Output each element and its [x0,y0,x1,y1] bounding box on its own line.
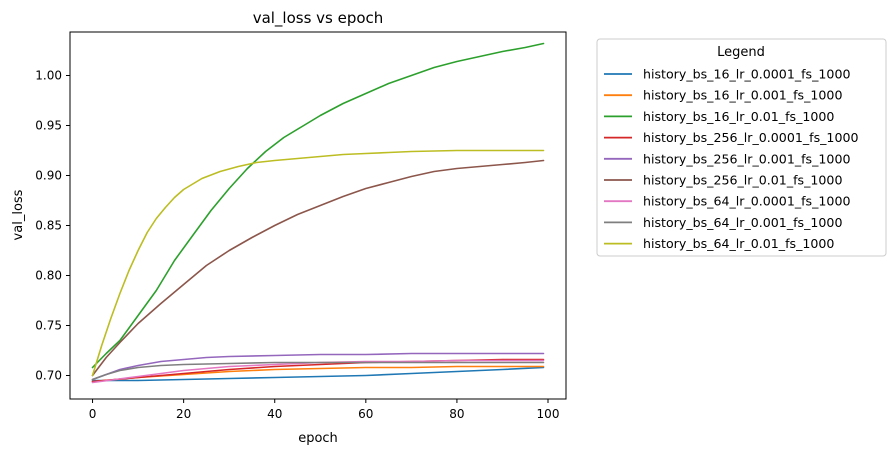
series-line-4 [91,352,545,381]
x-tick-label-4: 80 [449,407,464,421]
x-tick-label-3: 60 [358,407,373,421]
y-tick-label-2: 0.80 [35,269,62,283]
legend-title: Legend [717,45,765,60]
y-tick-label-3: 0.85 [35,219,62,233]
legend-label-0: history_bs_16_lr_0.0001_fs_1000 [643,67,850,82]
plot-frame [69,31,567,400]
series-line-5 [91,159,545,377]
y-axis: 0.70 0.75 0.80 0.85 0.90 0.95 1.00 [35,69,70,383]
x-axis: 0 20 40 60 80 100 [89,399,560,421]
x-tick-label-1: 20 [176,407,191,421]
y-tick-label-5: 0.95 [35,119,62,133]
chart-title: val_loss vs epoch [253,9,384,28]
legend-label-2: history_bs_16_lr_0.01_fs_1000 [643,109,834,124]
legend-entries: history_bs_16_lr_0.0001_fs_1000 history_b… [604,67,858,251]
x-tick-label-0: 0 [89,407,97,421]
series-layer [91,42,545,384]
y-tick-label-0: 0.70 [35,369,62,383]
legend-box [596,38,887,257]
series-line-6 [91,359,545,384]
legend: Legend history_bs_16_lr_0.0001_fs_1000hi… [596,38,887,257]
y-tick-label-4: 0.90 [35,169,62,183]
x-axis-label: epoch [298,431,338,446]
legend-label-1: history_bs_16_lr_0.001_fs_1000 [643,88,842,103]
y-tick-label-6: 1.00 [35,69,62,83]
series-line-7 [91,361,545,381]
legend-label-4: history_bs_256_lr_0.001_fs_1000 [643,151,850,166]
series-line-2 [91,42,545,369]
legend-label-5: history_bs_256_lr_0.01_fs_1000 [643,173,842,188]
legend-label-6: history_bs_64_lr_0.0001_fs_1000 [643,194,850,209]
x-tick-label-5: 100 [537,407,560,421]
legend-label-8: history_bs_64_lr_0.01_fs_1000 [643,236,834,251]
y-axis-label: val_loss [11,189,26,240]
x-tick-label-2: 40 [267,407,282,421]
legend-label-7: history_bs_64_lr_0.001_fs_1000 [643,215,842,230]
y-tick-label-1: 0.75 [35,319,62,333]
series-line-0 [91,366,545,382]
legend-label-3: history_bs_256_lr_0.0001_fs_1000 [643,130,858,145]
series-line-8 [91,149,545,377]
